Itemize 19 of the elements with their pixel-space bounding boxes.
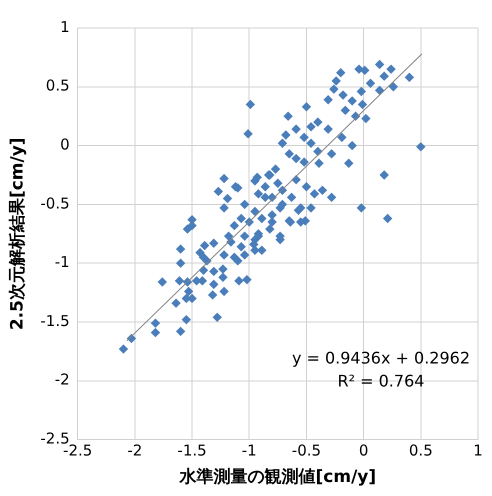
annotation: y = 0.9436x + 0.2962 bbox=[292, 348, 470, 368]
x-tick-label: 0.5 bbox=[408, 441, 433, 460]
y-tick-label: -2 bbox=[54, 370, 70, 389]
y-tick-label: -1.5 bbox=[40, 312, 70, 330]
x-tick-label: -2 bbox=[127, 441, 142, 460]
x-tick-label: -0.5 bbox=[292, 441, 322, 460]
x-axis-title: 水準測量の観測値[cm/y] bbox=[178, 467, 376, 488]
y-tick-label: 1 bbox=[60, 18, 70, 36]
x-tick-label: 1 bbox=[473, 441, 483, 460]
y-tick-label: 0 bbox=[60, 135, 70, 154]
y-tick-label: -1 bbox=[54, 253, 70, 272]
annotation: R² = 0.764 bbox=[338, 371, 424, 390]
x-tick-label: -1 bbox=[242, 441, 257, 460]
y-tick-label: -2.5 bbox=[40, 429, 70, 448]
y-tick-label: -0.5 bbox=[40, 194, 70, 212]
x-tick-label: -1.5 bbox=[177, 441, 207, 460]
y-tick-label: 0.5 bbox=[46, 76, 70, 95]
x-tick-label: 0 bbox=[358, 441, 368, 460]
y-axis-title: 2.5次元解析結果[cm/y] bbox=[8, 137, 28, 330]
